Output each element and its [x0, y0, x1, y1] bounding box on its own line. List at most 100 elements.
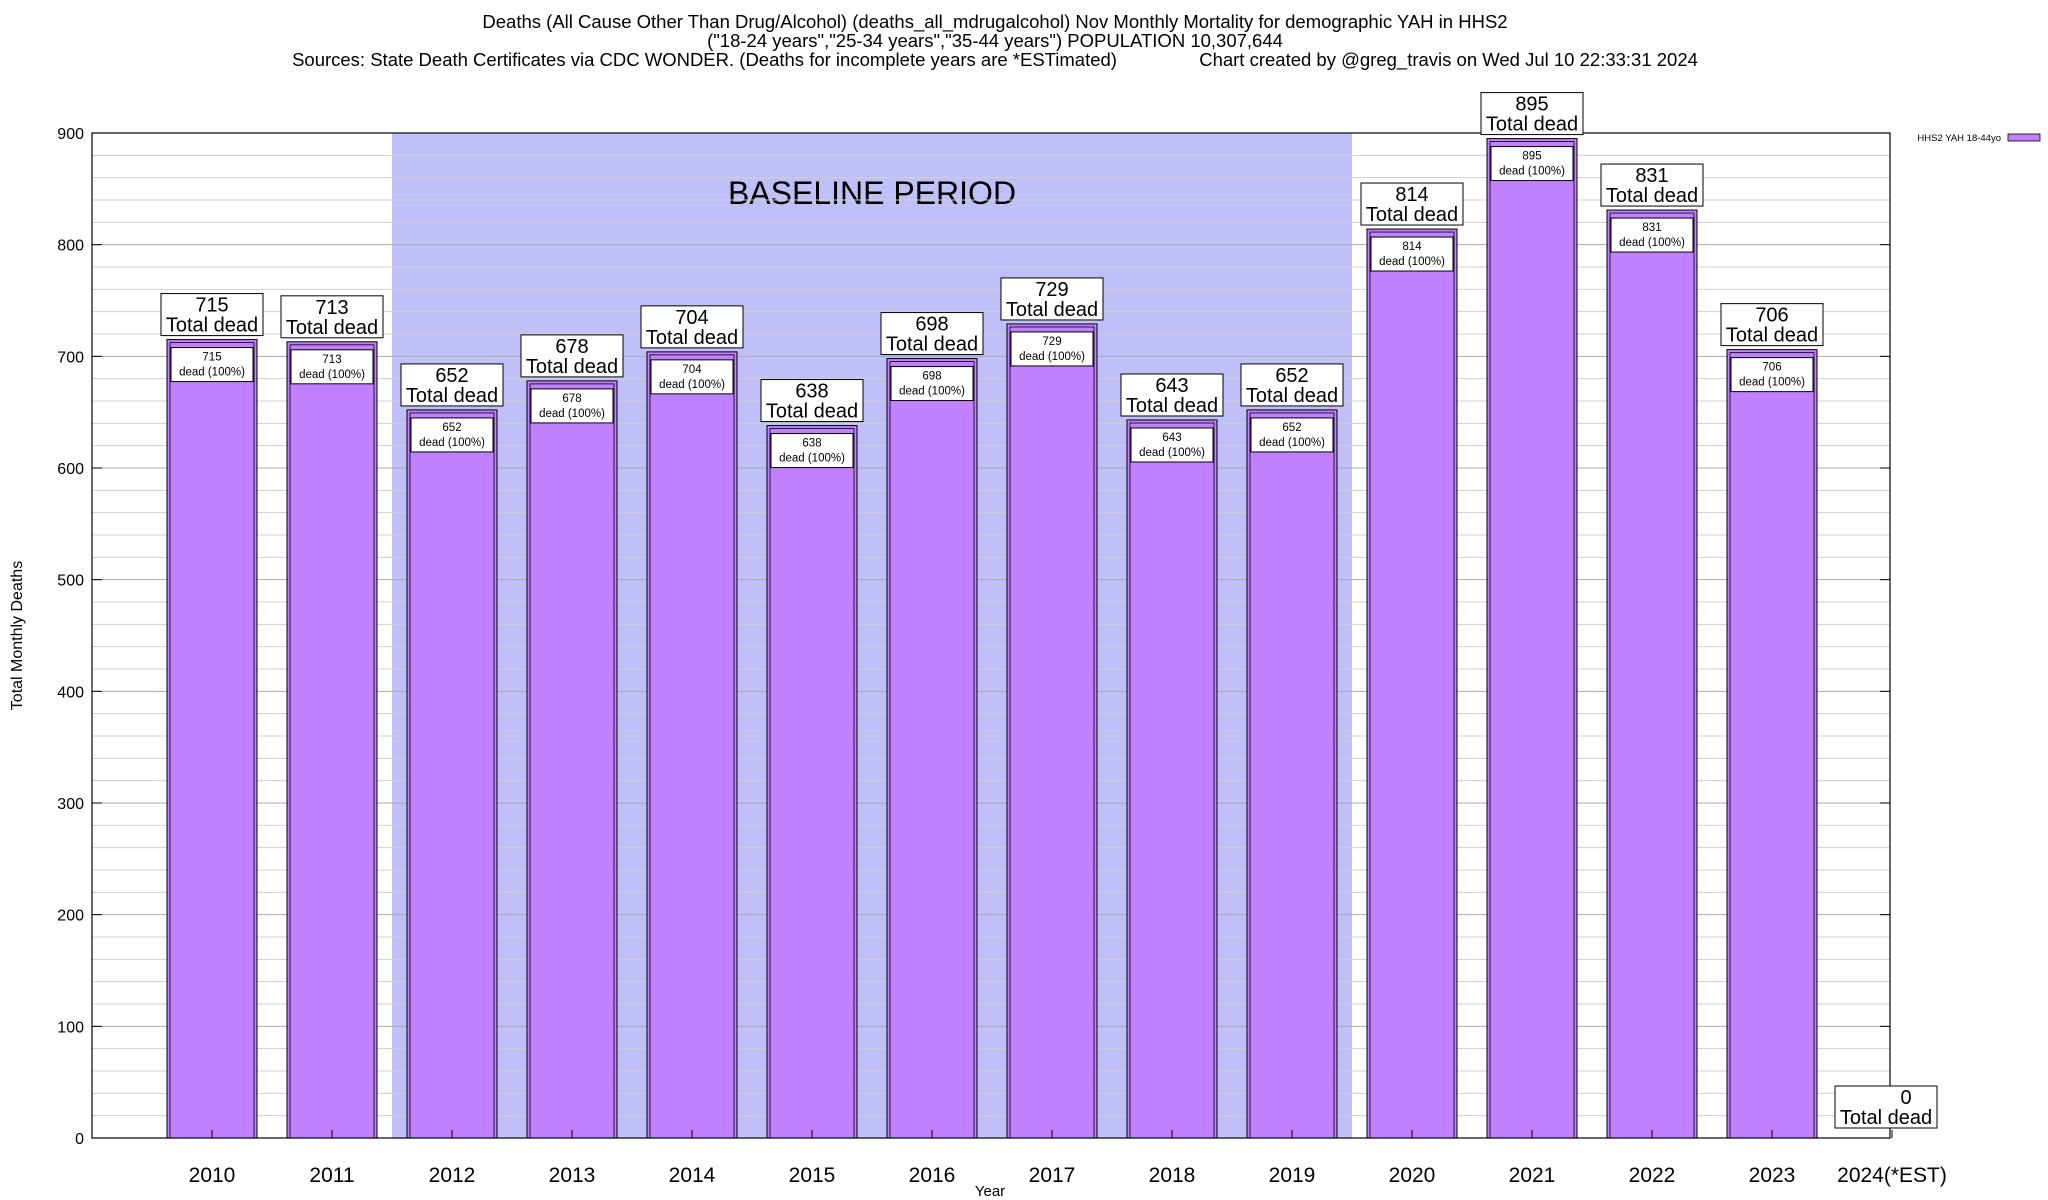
total-label-box [1120, 373, 1224, 417]
grid-layer [92, 132, 1890, 1139]
total-value-label: 706 [1755, 305, 1788, 327]
bar-2013 [526, 380, 618, 1139]
total-value-label: 698 [915, 314, 948, 336]
y-tick-label: 100 [57, 1019, 84, 1036]
total-label-box [1000, 277, 1104, 321]
inner-label-box [530, 388, 614, 424]
bar-2020 [1366, 228, 1458, 1139]
x-tick-label: 2014 [669, 1164, 716, 1187]
inner-value-label: 715 [202, 352, 221, 364]
total-value-label: 715 [195, 295, 228, 317]
inner-label-box [1490, 146, 1574, 182]
total-value-label: 678 [555, 336, 588, 358]
y-tick-label: 600 [57, 461, 84, 478]
y-tick-label: 400 [57, 684, 84, 701]
total-value-label: 638 [795, 381, 828, 403]
inner-percent-label: dead (100%) [299, 369, 365, 381]
inner-percent-label: dead (100%) [1259, 437, 1325, 449]
inner-percent-label: dead (100%) [1619, 237, 1685, 249]
y-tick-label: 900 [57, 126, 84, 143]
inner-value-label: 706 [1762, 362, 1781, 374]
total-label-box [1600, 163, 1704, 207]
inner-label-box [1370, 236, 1454, 272]
inner-percent-label: dead (100%) [539, 408, 605, 420]
total-value-label: 652 [435, 365, 468, 387]
axis-layer: 0 100 200 300 400 500 600 700 800 900 Total Monthl… [9, 126, 1947, 1200]
y-tick-label: 500 [57, 573, 84, 590]
bar-2011 [286, 341, 378, 1139]
y-tick-label: 300 [57, 796, 84, 813]
x-tick-label: 2020 [1389, 1164, 1436, 1187]
total-value-label: 704 [675, 307, 708, 329]
inner-percent-label: dead (100%) [419, 437, 485, 449]
inner-label-box [170, 347, 254, 383]
total-text-label: Total dead [1840, 1107, 1932, 1129]
total-label-box [400, 363, 504, 407]
bar-2015 [766, 425, 858, 1139]
total-value-label: 895 [1515, 94, 1548, 116]
total-value-label: 0 [1900, 1087, 1911, 1109]
total-text-label: Total dead [1366, 204, 1458, 226]
legend-label: HHS2 YAH 18-44yo [1917, 133, 2001, 144]
inner-percent-label: dead (100%) [1379, 256, 1445, 268]
total-text-label: Total dead [1726, 325, 1818, 347]
total-value-label: 713 [315, 297, 348, 319]
bar-2014 [646, 351, 738, 1139]
inner-label-box [1610, 217, 1694, 253]
total-text-label: Total dead [1486, 114, 1578, 136]
total-text-label: Total dead [766, 401, 858, 423]
total-label-box [640, 305, 744, 349]
bar-2016 [886, 358, 978, 1139]
inner-percent-label: dead (100%) [899, 386, 965, 398]
legend-swatch [2007, 133, 2041, 142]
inner-label-box [1250, 417, 1334, 453]
inner-label-box [410, 417, 494, 453]
x-tick-label: 2016 [909, 1164, 956, 1187]
chart-subtitle: ("18-24 years","25-34 years","35-44 year… [707, 30, 1283, 51]
x-tick-label: 2011 [309, 1164, 354, 1187]
bar-2021 [1486, 138, 1578, 1139]
chart-source-line: Sources: State Death Certificates via CD… [292, 49, 1698, 70]
inner-value-label: 729 [1042, 336, 1061, 348]
total-text-label: Total dead [886, 334, 978, 356]
bar-layer [166, 138, 1818, 1139]
inner-value-label: 678 [562, 393, 581, 405]
inner-percent-label: dead (100%) [179, 367, 245, 379]
inner-percent-label: dead (100%) [659, 379, 725, 391]
total-value-label: 814 [1395, 184, 1428, 206]
x-tick-label: 2018 [1149, 1164, 1196, 1187]
inner-label-box [770, 433, 854, 469]
inner-value-label: 895 [1522, 151, 1541, 163]
total-value-label: 652 [1275, 365, 1308, 387]
total-text-label: Total dead [646, 327, 738, 349]
total-label-box [1240, 363, 1344, 407]
chart-title: Deaths (All Cause Other Than Drug/Alcoho… [482, 11, 1508, 32]
inner-value-label: 831 [1642, 222, 1661, 234]
total-label-box [280, 295, 384, 339]
inner-percent-label: dead (100%) [1139, 447, 1205, 459]
inner-value-label: 698 [922, 371, 941, 383]
inner-percent-label: dead (100%) [1499, 166, 1565, 178]
inner-value-label: 652 [442, 422, 461, 434]
bar-2010 [166, 339, 258, 1139]
inner-value-label: 814 [1402, 241, 1422, 253]
total-label-box [520, 334, 624, 378]
total-text-label: Total dead [1006, 299, 1098, 321]
inner-percent-label: dead (100%) [1019, 351, 1085, 363]
total-label-box [1480, 92, 1584, 136]
inner-label-box [1010, 331, 1094, 367]
inner-percent-label: dead (100%) [1739, 377, 1805, 389]
total-label-box [1834, 1085, 1938, 1129]
x-tick-label: 2012 [429, 1164, 476, 1187]
y-tick-label: 200 [57, 908, 84, 925]
y-axis-label: Total Monthly Deaths [9, 561, 26, 710]
bar-2018 [1126, 419, 1218, 1139]
inner-label-box [290, 349, 374, 385]
bar-2019 [1246, 409, 1338, 1139]
total-text-label: Total dead [1126, 395, 1218, 417]
total-text-label: Total dead [286, 317, 378, 339]
inner-value-label: 643 [1162, 432, 1181, 444]
total-text-label: Total dead [1246, 385, 1338, 407]
